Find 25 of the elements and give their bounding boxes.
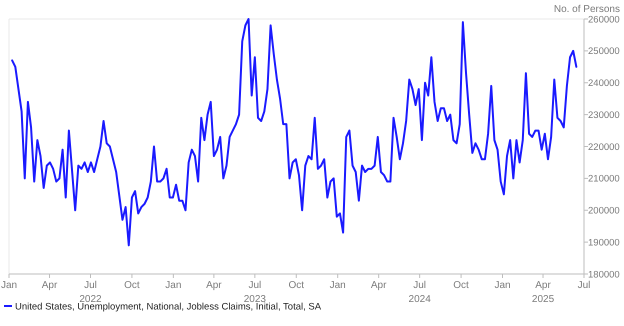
x-tick-label: Jan — [165, 280, 182, 291]
x-tick-label: Oct — [288, 280, 304, 291]
x-tick-label: Apr — [42, 280, 58, 291]
x-tick-label: Oct — [453, 280, 470, 291]
x-tick-label: Apr — [370, 280, 388, 291]
x-tick-label: Apr 2025 — [532, 280, 555, 305]
y-tick-label: 210000 — [588, 174, 620, 185]
x-tick-label: Jul 2024 — [408, 280, 432, 305]
y-tick-label: 200000 — [588, 206, 620, 217]
x-tick-label: Apr — [206, 280, 222, 291]
x-tick-label: Oct — [124, 280, 140, 291]
x-tick-label: Jul — [578, 280, 590, 291]
line-series — [11, 18, 578, 246]
y-axis-title: No. of Persons — [554, 4, 620, 15]
x-tick-label: Jan — [330, 280, 346, 291]
x-tick-label: Jan — [0, 280, 18, 291]
y-tick-label: 240000 — [588, 78, 620, 90]
y-tick-label: 220000 — [588, 142, 620, 153]
y-tick-label: 180000 — [588, 269, 620, 280]
x-tick-label: Jan — [494, 280, 511, 291]
y-tick-label: 250000 — [588, 46, 620, 58]
y-tick-label: 260000 — [588, 14, 620, 26]
legend-label: United States, Unemployment, National, Jobless Claims, Initial, Total, SA — [15, 301, 322, 312]
y-tick-label: 230000 — [588, 110, 620, 121]
y-tick-label: 190000 — [588, 237, 620, 248]
